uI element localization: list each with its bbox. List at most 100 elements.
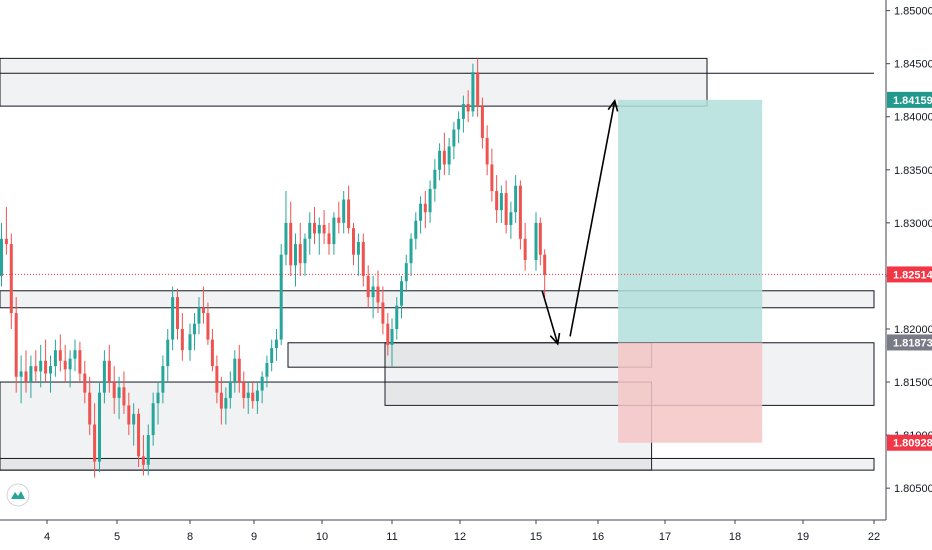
candle-body-65 bbox=[289, 222, 293, 266]
candle-body-16 bbox=[53, 350, 57, 367]
x-tick-label-10: 18 bbox=[729, 531, 741, 543]
candle-body-111 bbox=[509, 212, 513, 225]
x-tick-label-4: 10 bbox=[316, 531, 328, 543]
candle-body-71 bbox=[317, 224, 321, 234]
candle-body-68 bbox=[303, 238, 307, 264]
candle-body-66 bbox=[293, 244, 297, 266]
candle-body-40 bbox=[171, 297, 175, 340]
zone-rect-6[interactable] bbox=[0, 457, 875, 471]
candle-body-18 bbox=[63, 360, 67, 370]
candle-body-96 bbox=[438, 150, 442, 170]
arrow-layer bbox=[541, 99, 619, 346]
arrow-shaft-0[interactable] bbox=[541, 290, 559, 345]
candle-body-87 bbox=[395, 305, 399, 329]
candle-body-58 bbox=[255, 390, 259, 402]
time-axis[interactable] bbox=[0, 520, 932, 550]
x-tick-label-8: 16 bbox=[592, 531, 604, 543]
candle-body-107 bbox=[490, 164, 494, 192]
candle-body-35 bbox=[146, 435, 150, 465]
candle-body-37 bbox=[156, 392, 160, 404]
tradingview-logo-icon[interactable] bbox=[6, 483, 30, 507]
candle-body-93 bbox=[423, 203, 427, 213]
candle-body-63 bbox=[279, 254, 283, 340]
y-tick-label-9: 1.80500 bbox=[894, 483, 932, 495]
candle-body-102 bbox=[466, 104, 470, 112]
y-tick-label-6: 1.82000 bbox=[894, 324, 932, 336]
candle-body-57 bbox=[251, 392, 255, 402]
candle-body-85 bbox=[386, 323, 390, 345]
candle-body-67 bbox=[298, 244, 302, 264]
candle-body-47 bbox=[206, 313, 210, 340]
price-badge-2 bbox=[887, 434, 932, 451]
candle-body-86 bbox=[390, 328, 394, 345]
candle-body-5 bbox=[0, 238, 4, 276]
arrow-shaft-1[interactable] bbox=[569, 100, 616, 337]
candle-body-110 bbox=[504, 193, 508, 225]
candle-body-115 bbox=[534, 222, 538, 260]
candle-body-7 bbox=[9, 244, 13, 314]
candle-body-91 bbox=[414, 220, 418, 239]
candle-body-9 bbox=[19, 371, 23, 377]
candle-body-92 bbox=[419, 203, 423, 221]
candle-body-11 bbox=[29, 366, 33, 383]
candle-body-98 bbox=[447, 146, 451, 165]
candle-body-105 bbox=[480, 106, 484, 138]
x-tick-label-6: 12 bbox=[454, 531, 466, 543]
x-tick-label-3: 9 bbox=[251, 531, 257, 543]
zone-rect-0[interactable] bbox=[0, 57, 708, 107]
candle-body-42 bbox=[180, 328, 184, 351]
candle-body-6 bbox=[4, 238, 8, 245]
x-tick-label-5: 11 bbox=[386, 531, 397, 543]
candle-body-49 bbox=[215, 366, 219, 393]
y-tick-label-3: 1.83500 bbox=[894, 165, 932, 177]
candle-body-75 bbox=[337, 217, 341, 223]
candle-body-77 bbox=[347, 199, 351, 229]
candle-body-101 bbox=[461, 104, 465, 119]
candle-body-97 bbox=[442, 150, 446, 165]
price-badge-label-0: 1.84159 bbox=[893, 95, 932, 107]
x-tick-labels: 4 5 8 9 10 11 12 15 16 17 18 19 22 bbox=[44, 520, 880, 543]
position-loss-zone[interactable] bbox=[618, 342, 763, 443]
candle-body-83 bbox=[376, 286, 380, 303]
candle-body-14 bbox=[44, 360, 48, 374]
candle-body-89 bbox=[404, 263, 408, 282]
candle-body-41 bbox=[175, 297, 179, 329]
price-axis[interactable] bbox=[886, 0, 932, 520]
x-tick-label-1: 5 bbox=[114, 531, 120, 543]
price-badge-1 bbox=[887, 334, 932, 351]
position-profit-zone[interactable] bbox=[618, 99, 763, 343]
candle-body-55 bbox=[242, 382, 246, 398]
candle-body-43 bbox=[188, 334, 192, 351]
candle-body-60 bbox=[265, 362, 269, 377]
candle-body-50 bbox=[219, 392, 223, 409]
candle-body-45 bbox=[197, 307, 201, 324]
candle-body-72 bbox=[322, 224, 326, 234]
candle-body-62 bbox=[274, 339, 278, 349]
candle-body-22 bbox=[83, 373, 87, 393]
candle-body-46 bbox=[201, 307, 205, 314]
candle-body-117 bbox=[543, 254, 547, 275]
price-badges: 1.84159 1.81873 1.80928 1.82514 bbox=[887, 91, 932, 451]
candle-body-10 bbox=[24, 371, 28, 383]
candle-body-20 bbox=[73, 350, 77, 359]
arrow-head-1 bbox=[607, 99, 619, 112]
candle-body-95 bbox=[433, 169, 437, 189]
candle-body-36 bbox=[151, 403, 155, 436]
y-tick-label-2: 1.84000 bbox=[894, 112, 932, 124]
candle-body-112 bbox=[514, 185, 518, 213]
candle-body-88 bbox=[400, 281, 404, 306]
candle-body-59 bbox=[260, 376, 264, 391]
candle-body-99 bbox=[452, 129, 456, 147]
position-tool[interactable] bbox=[618, 99, 763, 443]
candle-body-64 bbox=[284, 222, 288, 255]
x-tick-label-2: 8 bbox=[187, 531, 193, 543]
zone-rect-5[interactable] bbox=[0, 381, 653, 471]
candle-body-25 bbox=[98, 392, 101, 462]
arrow-head-0 bbox=[549, 332, 561, 346]
candle-body-51 bbox=[224, 397, 228, 409]
candle-body-38 bbox=[161, 366, 165, 393]
candle-body-104 bbox=[476, 72, 480, 107]
candle-body-90 bbox=[409, 238, 413, 264]
candle-body-81 bbox=[366, 275, 370, 298]
